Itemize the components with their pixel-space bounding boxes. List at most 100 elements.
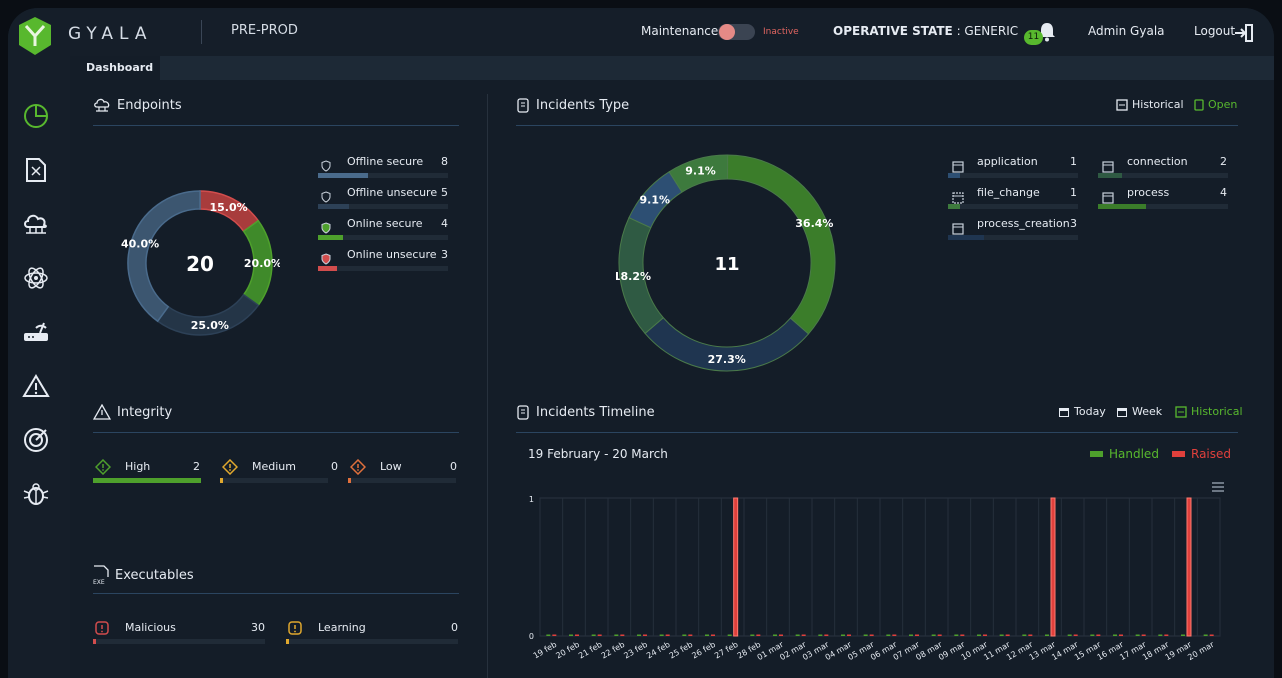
bar-handled[interactable] [591,634,596,637]
bar-raised[interactable] [983,634,987,637]
bell-icon[interactable] [1038,22,1056,42]
bar-handled[interactable] [886,634,891,637]
bar-handled[interactable] [682,634,687,637]
bar-raised[interactable] [892,634,897,637]
user-name[interactable]: Admin Gyala [1088,24,1165,38]
notification-badge[interactable]: 11 [1024,30,1043,45]
timeline-historical-button[interactable]: Historical [1175,405,1243,418]
bar-handled[interactable] [818,634,823,637]
bar-raised[interactable] [1186,497,1192,637]
executables-item-malicious[interactable]: Malicious 30 [125,621,265,634]
endpoints-legend-item[interactable]: Online unsecure 3 [347,248,448,261]
bar-handled[interactable] [1022,634,1027,637]
incidents-legend-item[interactable]: application 1 [977,155,1077,168]
bar-handled[interactable] [750,634,755,637]
integrity-item-high[interactable]: High 2 [125,460,200,473]
sidebar-item-targets[interactable] [16,420,56,460]
bar-raised[interactable] [1028,634,1033,637]
bar-raised[interactable] [847,634,851,637]
bar-raised[interactable] [575,634,579,637]
sidebar-item-network[interactable] [16,204,56,244]
bar-handled[interactable] [773,634,777,637]
bar-handled[interactable] [795,634,800,637]
chart-menu-icon[interactable] [1211,481,1225,493]
executables-item-learning[interactable]: Learning 0 [318,621,458,634]
legend-raised[interactable]: Raised [1172,447,1231,461]
bar-raised[interactable] [643,634,647,637]
bar-handled[interactable] [931,634,936,637]
bar-handled[interactable] [637,634,641,637]
sidebar-item-reports[interactable] [16,150,56,190]
bar-raised[interactable] [733,497,739,637]
incidents-legend-item[interactable]: process_creation 3 [977,217,1077,230]
bar-handled[interactable] [863,634,868,637]
bar-raised[interactable] [1073,634,1078,637]
bar-handled[interactable] [546,634,551,637]
bar-raised[interactable] [1005,634,1010,637]
bar-raised[interactable] [824,634,829,637]
bar-raised[interactable] [1119,634,1123,637]
bar-raised[interactable] [620,634,625,637]
bar-raised[interactable] [779,634,783,637]
bar-raised[interactable] [801,634,806,637]
bar-handled[interactable] [727,634,732,637]
timeline-today-button[interactable]: Today [1058,405,1106,418]
bar-handled[interactable] [1045,634,1049,637]
bar-handled[interactable] [999,634,1004,637]
bar-raised[interactable] [756,634,761,637]
timeline-week-button[interactable]: Week [1116,405,1162,418]
sidebar-item-dashboard[interactable] [16,96,56,136]
bar-raised[interactable] [915,634,919,637]
bar-handled[interactable] [1090,634,1095,637]
sidebar-item-alerts[interactable] [16,366,56,406]
logout-icon[interactable] [1234,24,1254,42]
bar-raised[interactable] [711,634,715,637]
incidents-slice-process[interactable] [726,154,836,335]
bar-handled[interactable] [1135,634,1140,637]
logout-button[interactable]: Logout [1194,24,1236,38]
bar-raised[interactable] [869,634,874,637]
bar-handled[interactable] [569,634,573,637]
sidebar-item-modules[interactable] [16,258,56,298]
incidents-historical-link[interactable]: Historical [1116,98,1184,111]
maintenance-toggle[interactable] [718,24,755,40]
bar-raised[interactable] [665,634,670,637]
bar-raised[interactable] [1096,634,1101,637]
integrity-item-medium[interactable]: Medium 0 [252,460,338,473]
bar-raised[interactable] [1209,634,1214,637]
integrity-item-low[interactable]: Low 0 [380,460,457,473]
incidents-legend-item[interactable]: file_change 1 [977,186,1077,199]
bar-handled[interactable] [705,634,709,637]
bar-handled[interactable] [841,634,845,637]
bar-handled[interactable] [1181,634,1185,637]
incidents-open-link[interactable]: Open [1194,98,1237,111]
incidents-legend-item[interactable]: connection 2 [1127,155,1227,168]
tab-dashboard[interactable]: Dashboard [70,56,160,80]
bar-handled[interactable] [659,634,664,637]
incidents-slice-file-change[interactable] [668,154,729,193]
endpoints-legend-item[interactable]: Online secure 4 [347,217,448,230]
endpoints-slice-offline-secure[interactable] [127,190,201,323]
bar-raised[interactable] [1050,497,1056,637]
bar-handled[interactable] [909,634,913,637]
bar-raised[interactable] [937,634,942,637]
incidents-legend-item[interactable]: process 4 [1127,186,1227,199]
bar-raised[interactable] [552,634,557,637]
bar-handled[interactable] [977,634,981,637]
bar-handled[interactable] [1113,634,1117,637]
bar-handled[interactable] [1203,634,1208,637]
bar-handled[interactable] [1067,634,1072,637]
bar-raised[interactable] [1164,634,1169,637]
sidebar-item-threats[interactable] [16,474,56,514]
bar-raised[interactable] [597,634,602,637]
bar-raised[interactable] [1141,634,1146,637]
bar-handled[interactable] [1158,634,1163,637]
bar-handled[interactable] [614,634,619,637]
bar-raised[interactable] [688,634,693,637]
endpoints-legend-item[interactable]: Offline unsecure 5 [347,186,448,199]
sidebar-item-devices[interactable] [16,312,56,352]
endpoints-legend-item[interactable]: Offline secure 8 [347,155,448,168]
bar-handled[interactable] [954,634,959,637]
legend-handled[interactable]: Handled [1090,447,1159,461]
bar-raised[interactable] [960,634,965,637]
